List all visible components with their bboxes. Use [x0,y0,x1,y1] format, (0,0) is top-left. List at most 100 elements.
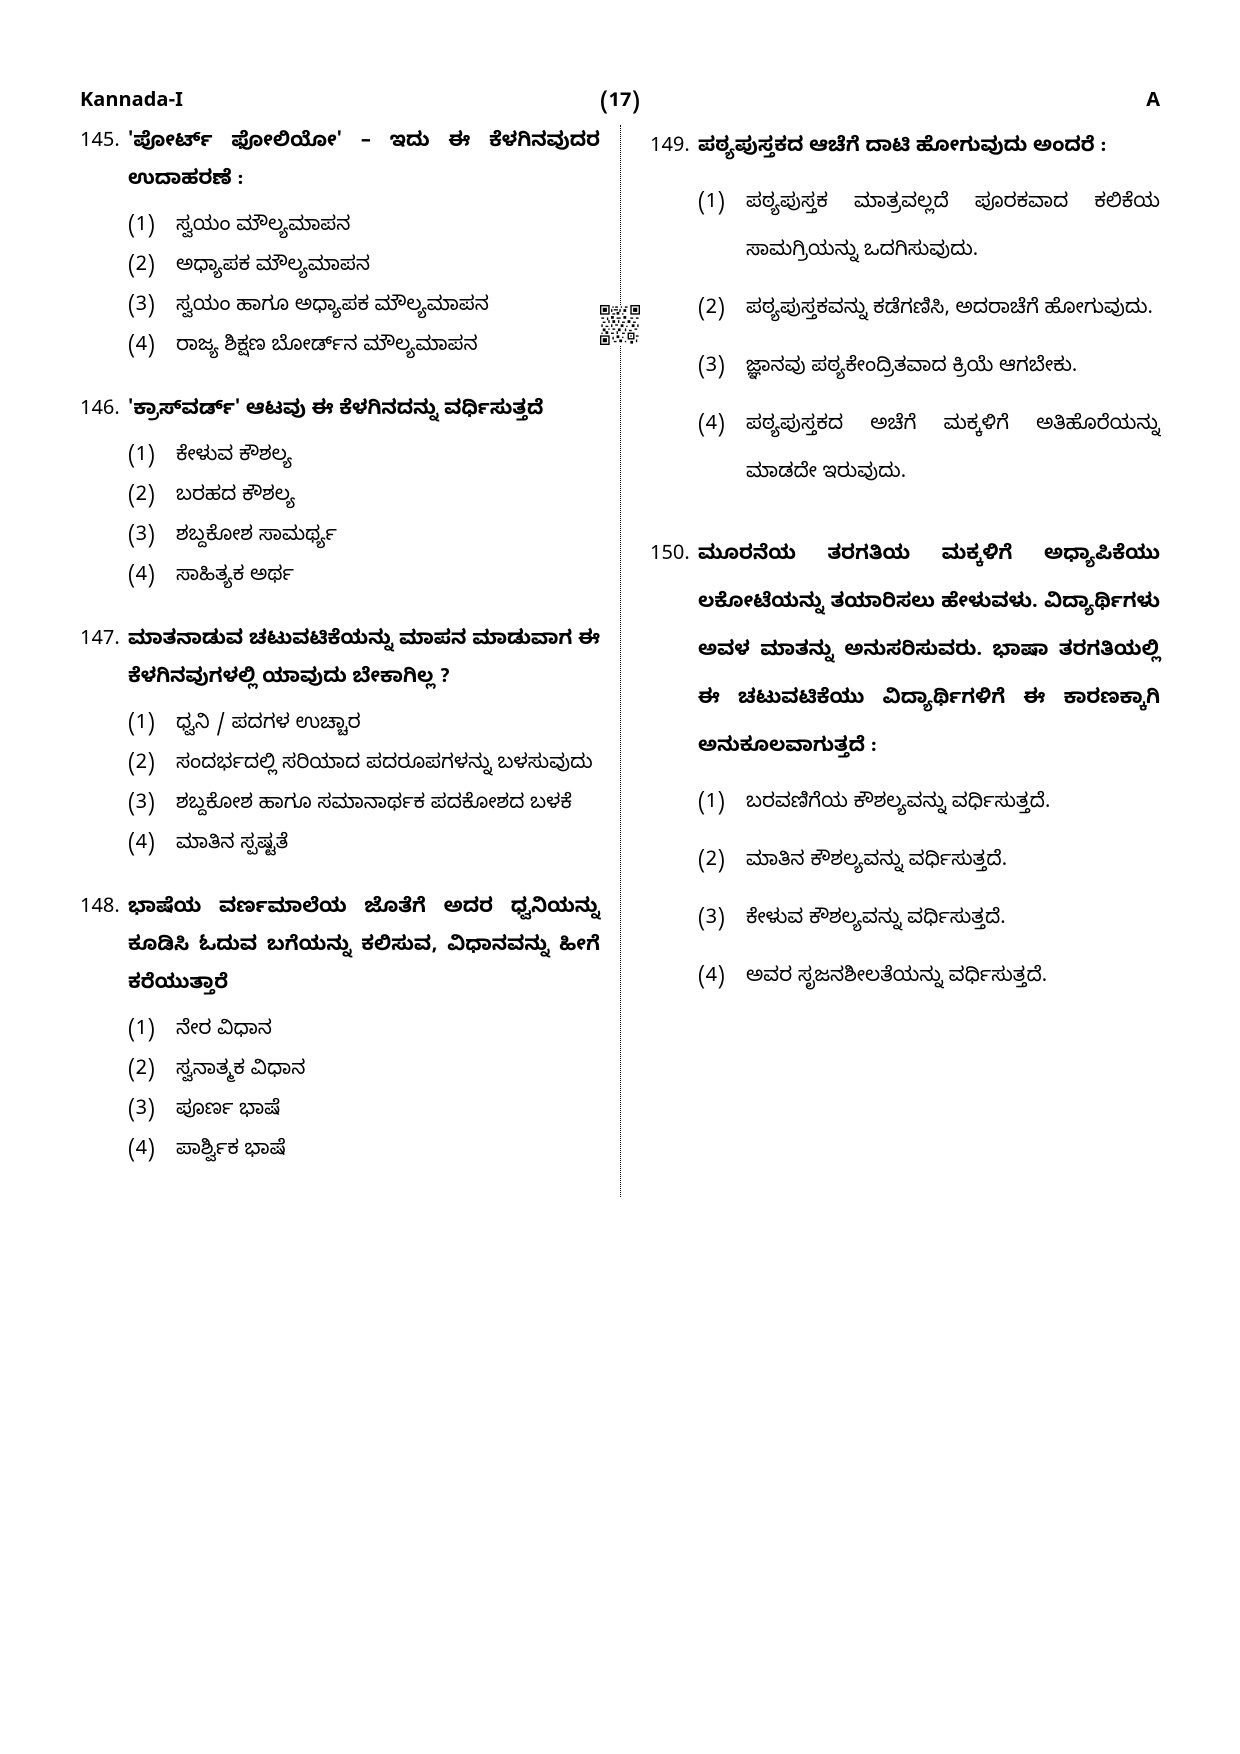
options-list: (1) ಧ್ವನಿ / ಪದಗಳ ಉಚ್ಚಾರ (2) ಸಂದರ್ಭದಲ್ಲಿ … [128,707,600,865]
question-text: ಭಾಷೆಯ ವರ್ಣಮಾಲೆಯ ಜೊತೆಗೆ ಅದರ ಧ್ವನಿಯನ್ನು ಕೂ… [128,891,600,1005]
question-text: 'ಕ್ರಾಸ್‌ವರ್ಡ್' ಆಟವು ಈ ಕೆಳಗಿನದನ್ನು ವರ್ಧಿಸ… [128,393,600,431]
question: 149. ಪಠ್ಯಪುಸ್ತಕದ ಆಚೆಗೆ ದಾಟಿ ಹೋಗುವುದು ಅಂದ… [650,125,1160,509]
option: (2) ಮಾತಿನ ಕೌಶಲ್ಯವನ್ನು ವರ್ಧಿಸುತ್ತದೆ. [698,839,1160,887]
option-number: (1) [128,439,176,477]
option-number: (3) [128,787,176,825]
question-text: ಪಠ್ಯಪುಸ್ತಕದ ಆಚೆಗೆ ದಾಟಿ ಹೋಗುವುದು ಅಂದರೆ : [698,125,1160,173]
option: (1) ಕೇಳುವ ಕೌಶಲ್ಯ [128,439,600,477]
option-text: ಸಾಹಿತ್ಯಕ ಅರ್ಥ [176,559,600,597]
option-number: (3) [128,1093,176,1131]
option-text: ಪಠ್ಯಪುಸ್ತಕವನ್ನು ಕಡೆಗಣಿಸಿ, ಅದರಾಚೆಗೆ ಹೋಗುವ… [746,287,1160,335]
option: (2) ಸಂದರ್ಭದಲ್ಲಿ ಸರಿಯಾದ ಪದರೂಪಗಳನ್ನು ಬಳಸುವ… [128,747,600,785]
option-number: (3) [698,345,746,393]
option: (1) ನೇರ ವಿಧಾನ [128,1013,600,1051]
option: (2) ಅಧ್ಯಾಪಕ ಮೌಲ್ಯಮಾಪನ [128,249,600,287]
question-body: ಮೂರನೆಯ ತರಗತಿಯ ಮಕ್ಕಳಿಗೆ ಅಧ್ಯಾಪಿಕೆಯು ಲಕೋಟೆ… [698,533,1160,1013]
option-text: ನೇರ ವಿಧಾನ [176,1013,600,1051]
column-divider [620,125,622,1197]
header-set: A [800,90,1160,117]
option-number: (4) [128,329,176,367]
option-text: ಜ್ಞಾನವು ಪಠ್ಯಕೇಂದ್ರಿತವಾದ ಕ್ರಿಯೆ ಆಗಬೇಕು. [746,345,1160,393]
option-number: (3) [128,519,176,557]
option-number: (3) [698,897,746,945]
header-subject: Kannada-I [80,90,440,117]
question: 150. ಮೂರನೆಯ ತರಗತಿಯ ಮಕ್ಕಳಿಗೆ ಅಧ್ಯಾಪಿಕೆಯು … [650,533,1160,1013]
option: (2) ಸ್ವನಾತ್ಮಕ ವಿಧಾನ [128,1053,600,1091]
option-number: (1) [698,181,746,277]
left-column: 145. 'ಪೋರ್ಟ್‌ ಫೋಲಿಯೋ' – ಇದು ಈ ಕೆಳಗಿನವುದರ… [80,125,620,1197]
option-number: (4) [128,827,176,865]
qr-code-icon [600,305,640,345]
header-page-number: (17) [440,90,800,117]
option: (4) ರಾಜ್ಯ ಶಿಕ್ಷಣ ಬೋರ್ಡ್‌ನ ಮೌಲ್ಯಮಾಪನ [128,329,600,367]
option-text: ಕೇಳುವ ಕೌಶಲ್ಯವನ್ನು ವರ್ಧಿಸುತ್ತದೆ. [746,897,1160,945]
question-number: 146. [80,393,128,599]
option-number: (3) [128,289,176,327]
option: (4) ಮಾತಿನ ಸ್ಪಷ್ಟತೆ [128,827,600,865]
question: 145. 'ಪೋರ್ಟ್‌ ಫೋಲಿಯೋ' – ಇದು ಈ ಕೆಳಗಿನವುದರ… [80,125,600,369]
option-number: (4) [128,559,176,597]
option-number: (4) [698,403,746,499]
option: (2) ಬರಹದ ಕೌಶಲ್ಯ [128,479,600,517]
question-body: ಮಾತನಾಡುವ ಚಟುವಟಿಕೆಯನ್ನು ಮಾಪನ ಮಾಡುವಾಗ ಈ ಕೆ… [128,623,600,867]
option-text: ಮಾತಿನ ಸ್ಪಷ್ಟತೆ [176,827,600,865]
option-number: (1) [698,781,746,829]
option-number: (4) [698,955,746,1003]
question-body: ಭಾಷೆಯ ವರ್ಣಮಾಲೆಯ ಜೊತೆಗೆ ಅದರ ಧ್ವನಿಯನ್ನು ಕೂ… [128,891,600,1173]
question-number: 148. [80,891,128,1173]
option-number: (4) [128,1133,176,1171]
option-text: ಮಾತಿನ ಕೌಶಲ್ಯವನ್ನು ವರ್ಧಿಸುತ್ತದೆ. [746,839,1160,887]
question-body: ಪಠ್ಯಪುಸ್ತಕದ ಆಚೆಗೆ ದಾಟಿ ಹೋಗುವುದು ಅಂದರೆ : … [698,125,1160,509]
options-list: (1) ನೇರ ವಿಧಾನ (2) ಸ್ವನಾತ್ಮಕ ವಿಧಾನ (3) ಪೂ… [128,1013,600,1171]
question-body: 'ಕ್ರಾಸ್‌ವರ್ಡ್' ಆಟವು ಈ ಕೆಳಗಿನದನ್ನು ವರ್ಧಿಸ… [128,393,600,599]
option: (3) ಶಬ್ದಕೋಶ ಹಾಗೂ ಸಮಾನಾರ್ಥಕ ಪದಕೋಶದ ಬಳಕೆ [128,787,600,825]
option: (4) ಪಾರ್ಶ್ವಿಕ ಭಾಷೆ [128,1133,600,1171]
option: (4) ಅವರ ಸೃಜನಶೀಲತೆಯನ್ನು ವರ್ಧಿಸುತ್ತದೆ. [698,955,1160,1003]
question-text: ಮೂರನೆಯ ತರಗತಿಯ ಮಕ್ಕಳಿಗೆ ಅಧ್ಯಾಪಿಕೆಯು ಲಕೋಟೆ… [698,533,1160,773]
option-text: ಅಧ್ಯಾಪಕ ಮೌಲ್ಯಮಾಪನ [176,249,600,287]
option: (3) ಕೇಳುವ ಕೌಶಲ್ಯವನ್ನು ವರ್ಧಿಸುತ್ತದೆ. [698,897,1160,945]
option: (1) ಬರವಣಿಗೆಯ ಕೌಶಲ್ಯವನ್ನು ವರ್ಧಿಸುತ್ತದೆ. [698,781,1160,829]
right-column: 149. ಪಠ್ಯಪುಸ್ತಕದ ಆಚೆಗೆ ದಾಟಿ ಹೋಗುವುದು ಅಂದ… [620,125,1160,1197]
option-text: ಕೇಳುವ ಕೌಶಲ್ಯ [176,439,600,477]
option: (1) ಧ್ವನಿ / ಪದಗಳ ಉಚ್ಚಾರ [128,707,600,745]
option-number: (2) [128,249,176,287]
option-number: (2) [128,747,176,785]
option-number: (2) [128,479,176,517]
options-list: (1) ಕೇಳುವ ಕೌಶಲ್ಯ (2) ಬರಹದ ಕೌಶಲ್ಯ (3) ಶಬ್… [128,439,600,597]
content-columns: 145. 'ಪೋರ್ಟ್‌ ಫೋಲಿಯೋ' – ಇದು ಈ ಕೆಳಗಿನವುದರ… [80,125,1160,1197]
option: (3) ಜ್ಞಾನವು ಪಠ್ಯಕೇಂದ್ರಿತವಾದ ಕ್ರಿಯೆ ಆಗಬೇಕ… [698,345,1160,393]
option-text: ಅವರ ಸೃಜನಶೀಲತೆಯನ್ನು ವರ್ಧಿಸುತ್ತದೆ. [746,955,1160,1003]
options-list: (1) ಬರವಣಿಗೆಯ ಕೌಶಲ್ಯವನ್ನು ವರ್ಧಿಸುತ್ತದೆ. (… [698,781,1160,1003]
question: 146. 'ಕ್ರಾಸ್‌ವರ್ಡ್' ಆಟವು ಈ ಕೆಳಗಿನದನ್ನು ವ… [80,393,600,599]
option: (3) ಸ್ವಯಂ ಹಾಗೂ ಅಧ್ಯಾಪಕ ಮೌಲ್ಯಮಾಪನ [128,289,600,327]
option: (1) ಸ್ವಯಂ ಮೌಲ್ಯಮಾಪನ [128,209,600,247]
option-text: ಶಬ್ದಕೋಶ ಹಾಗೂ ಸಮಾನಾರ್ಥಕ ಪದಕೋಶದ ಬಳಕೆ [176,787,600,825]
option-text: ಸ್ವಯಂ ಮೌಲ್ಯಮಾಪನ [176,209,600,247]
question-number: 149. [650,125,698,509]
option-number: (1) [128,1013,176,1051]
question: 148. ಭಾಷೆಯ ವರ್ಣಮಾಲೆಯ ಜೊತೆಗೆ ಅದರ ಧ್ವನಿಯನ್… [80,891,600,1173]
option: (4) ಪಠ್ಯಪುಸ್ತಕದ ಅಚೆಗೆ ಮಕ್ಕಳಿಗೆ ಅತಿಹೊರೆಯನ… [698,403,1160,499]
option: (1) ಪಠ್ಯಪುಸ್ತಕ ಮಾತ್ರವಲ್ಲದೆ ಪೂರಕವಾದ ಕಲಿಕೆ… [698,181,1160,277]
options-list: (1) ಪಠ್ಯಪುಸ್ತಕ ಮಾತ್ರವಲ್ಲದೆ ಪೂರಕವಾದ ಕಲಿಕೆ… [698,181,1160,499]
question-text: 'ಪೋರ್ಟ್‌ ಫೋಲಿಯೋ' – ಇದು ಈ ಕೆಳಗಿನವುದರ ಉದಾಹ… [128,125,600,201]
option-number: (2) [698,287,746,335]
option-text: ಪೂರ್ಣ ಭಾಷೆ [176,1093,600,1131]
option-text: ಪಠ್ಯಪುಸ್ತಕದ ಅಚೆಗೆ ಮಕ್ಕಳಿಗೆ ಅತಿಹೊರೆಯನ್ನು … [746,403,1160,499]
option-text: ಶಬ್ದಕೋಶ ಸಾಮರ್ಥ್ಯ [176,519,600,557]
option: (3) ಪೂರ್ಣ ಭಾಷೆ [128,1093,600,1131]
option-text: ಬರವಣಿಗೆಯ ಕೌಶಲ್ಯವನ್ನು ವರ್ಧಿಸುತ್ತದೆ. [746,781,1160,829]
option-text: ಸ್ವಯಂ ಹಾಗೂ ಅಧ್ಯಾಪಕ ಮೌಲ್ಯಮಾಪನ [176,289,600,327]
option: (4) ಸಾಹಿತ್ಯಕ ಅರ್ಥ [128,559,600,597]
options-list: (1) ಸ್ವಯಂ ಮೌಲ್ಯಮಾಪನ (2) ಅಧ್ಯಾಪಕ ಮೌಲ್ಯಮಾಪ… [128,209,600,367]
question-number: 147. [80,623,128,867]
option-number: (2) [128,1053,176,1091]
option-number: (1) [128,209,176,247]
option-text: ಬರಹದ ಕೌಶಲ್ಯ [176,479,600,517]
option-text: ಪಾರ್ಶ್ವಿಕ ಭಾಷೆ [176,1133,600,1171]
option-text: ಸಂದರ್ಭದಲ್ಲಿ ಸರಿಯಾದ ಪದರೂಪಗಳನ್ನು ಬಳಸುವುದು [176,747,600,785]
option-text: ಪಠ್ಯಪುಸ್ತಕ ಮಾತ್ರವಲ್ಲದೆ ಪೂರಕವಾದ ಕಲಿಕೆಯ ಸಾ… [746,181,1160,277]
question-number: 150. [650,533,698,1013]
option-text: ಸ್ವನಾತ್ಮಕ ವಿಧಾನ [176,1053,600,1091]
